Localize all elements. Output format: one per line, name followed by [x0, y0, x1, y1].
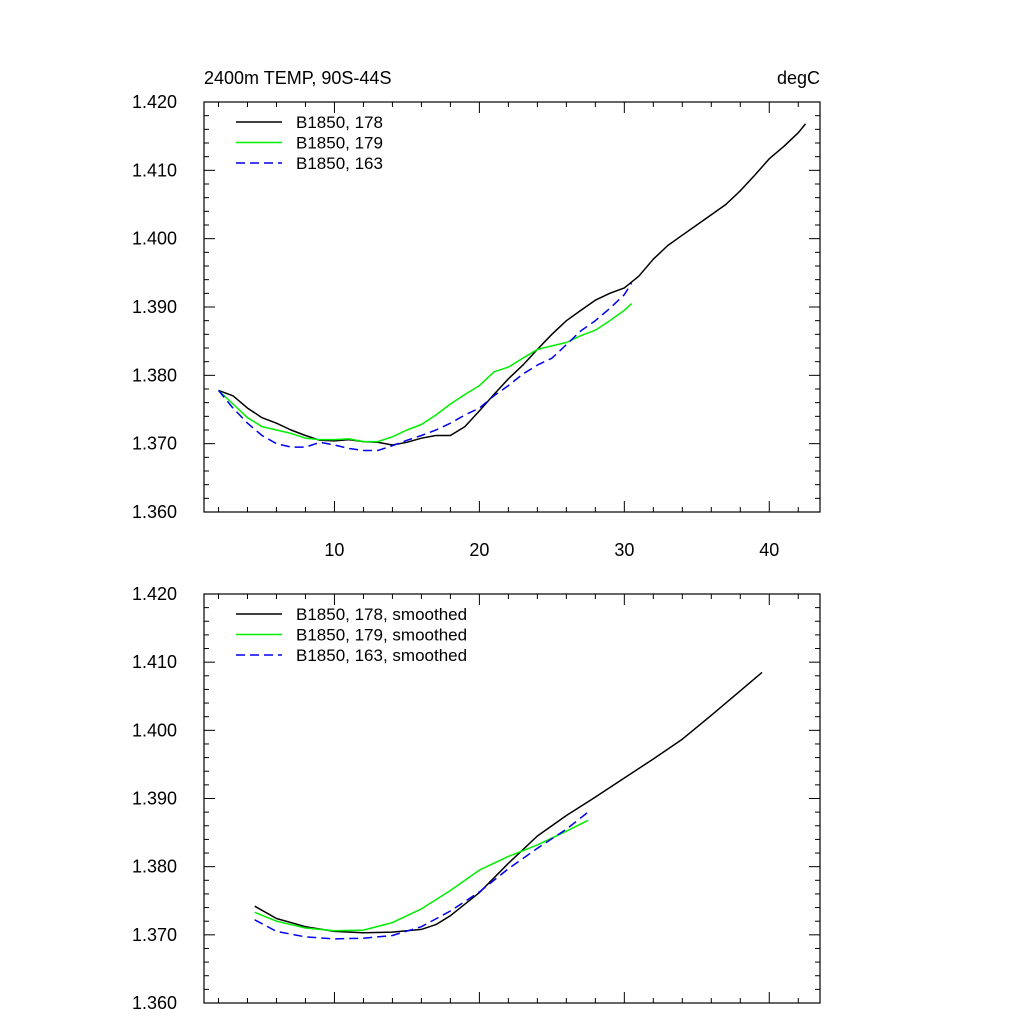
bottom-y-tick-label: 1.390 [132, 789, 177, 809]
top-y-tick-label: 1.370 [132, 434, 177, 454]
top-legend-label-2: B1850, 179 [296, 134, 383, 153]
bottom-panel: 1.360 1.370 1.380 1.390 1.400 1.410 1.420 B1850… [132, 584, 821, 1013]
top-x-tick-label: 30 [614, 540, 634, 560]
top-series-line-2 [217, 303, 633, 443]
top-y-tick-label: 1.380 [132, 365, 177, 385]
top-y-tick-label: 1.400 [132, 229, 177, 249]
bottom-y-tick-label: 1.420 [132, 584, 177, 604]
top-series-line-3 [217, 282, 633, 452]
bottom-legend-label-1: B1850, 178, smoothed [296, 605, 467, 624]
bottom-y-tick-label: 1.400 [132, 720, 177, 740]
top-y-tick-label: 1.390 [132, 297, 177, 317]
top-panel: 2400m TEMP, 90S-44S degC 1.360 1.370 1.380… [132, 68, 821, 560]
top-x-tick-label: 20 [469, 540, 489, 560]
top-y-tick-label: 1.420 [132, 92, 177, 112]
top-x-tick-label: 10 [324, 540, 344, 560]
bottom-y-tick-label: 1.360 [132, 993, 177, 1013]
bottom-y-tick-label: 1.380 [132, 857, 177, 877]
top-x-tick-label: 40 [759, 540, 779, 560]
bottom-legend-label-3: B1850, 163, smoothed [296, 646, 467, 665]
bottom-y-tick-label: 1.370 [132, 925, 177, 945]
top-y-tick-label: 1.410 [132, 160, 177, 180]
bottom-series-line-1 [254, 671, 763, 934]
top-legend-label-3: B1850, 163 [296, 154, 383, 173]
top-panel-units: degC [777, 68, 820, 88]
top-legend-label-1: B1850, 178 [296, 113, 383, 132]
bottom-y-tick-label: 1.410 [132, 652, 177, 672]
bottom-series-line-2 [254, 819, 589, 932]
bottom-series-line-3 [254, 811, 589, 940]
bottom-legend-label-2: B1850, 179, smoothed [296, 626, 467, 645]
top-panel-title: 2400m TEMP, 90S-44S [204, 68, 391, 88]
top-y-tick-label: 1.360 [132, 502, 177, 522]
